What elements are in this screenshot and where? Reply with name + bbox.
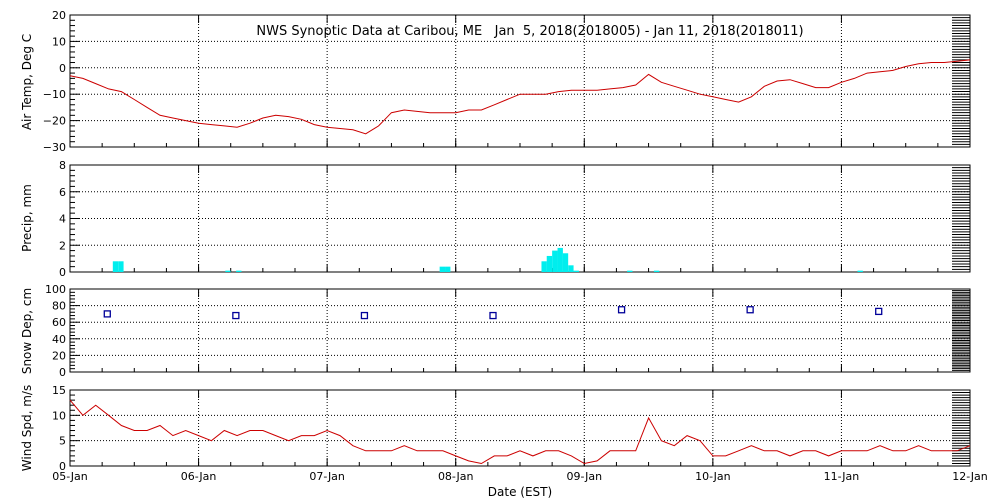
wind-speed-y-tick-label: 15 (52, 384, 66, 397)
snow-depth-y-tick-label: 100 (45, 283, 66, 296)
air-temp-y-tick-label: 10 (52, 35, 66, 48)
precip-y-tick-label: 8 (59, 159, 66, 172)
y-axis-title-snow-depth: Snow Dep, cm (20, 288, 34, 374)
precip-bar (653, 270, 660, 272)
precip-bar (112, 261, 119, 272)
air-temp-y-tick-label: −10 (43, 88, 66, 101)
snow-depth-point (489, 311, 497, 320)
y-axis-title-air-temp: Air Temp, Deg C (20, 34, 34, 130)
snow-depth-point (617, 306, 626, 314)
x-tick-label: 06-Jan (181, 470, 217, 483)
precip-bar (552, 250, 558, 272)
x-axis-title: Date (EST) (488, 485, 552, 499)
precip-bar (627, 270, 633, 272)
x-tick-label: 07-Jan (309, 470, 345, 483)
precip-y-tick-label: 6 (59, 186, 66, 199)
wind-speed-y-tick-label: 5 (59, 435, 66, 448)
precip-bar (439, 266, 446, 272)
chart-title: NWS Synoptic Data at Caribou, ME Jan 5, … (256, 24, 803, 39)
air-temp-y-tick-label: 0 (59, 62, 66, 75)
wind-speed-y-tick-label: 0 (59, 460, 66, 473)
snow-depth-y-tick-label: 40 (52, 333, 66, 346)
air-temp-y-tick-label: −30 (43, 141, 66, 154)
precip-bar (568, 265, 574, 272)
snow-depth-panel: 100 80 60 40 20 0 (45, 283, 971, 379)
snow-depth-y-tick-label: 0 (59, 366, 66, 379)
x-tick-label: 10-Jan (695, 470, 731, 483)
precip-bar (557, 247, 563, 272)
wind-speed-y-tick-label: 10 (52, 409, 66, 422)
y-axis-title-wind-speed: Wind Spd, m/s (20, 385, 34, 471)
snow-depth-point (746, 306, 754, 314)
x-tick-label: 12-Jan (952, 470, 988, 483)
precip-y-tick-label: 2 (59, 239, 66, 252)
precip-y-tick-label: 4 (59, 213, 66, 226)
air-temp-frame (69, 14, 971, 148)
air-temp-series-line (69, 59, 971, 135)
wind-speed-frame (69, 389, 971, 467)
precip-bar (546, 255, 553, 272)
y-axis-title-precip: Precip, mm (20, 184, 34, 252)
precip-panel: 8 6 4 2 0 (59, 159, 971, 279)
snow-depth-point (103, 310, 111, 318)
precip-bar (118, 261, 124, 272)
snow-depth-point (232, 311, 240, 320)
precip-frame (69, 164, 971, 273)
snow-depth-y-tick-label: 60 (52, 316, 66, 329)
precip-bar (445, 266, 451, 272)
air-temp-panel: 20 10 0 −10 −20 −30 (43, 9, 971, 154)
precip-bar (236, 270, 242, 272)
air-temp-y-tick-label: −20 (43, 115, 66, 128)
snow-depth-point (875, 307, 883, 316)
precip-bar (225, 270, 231, 272)
x-tick-label: 11-Jan (824, 470, 860, 483)
x-tick-label: 09-Jan (567, 470, 603, 483)
snow-depth-frame (69, 288, 971, 373)
snow-depth-y-tick-label: 80 (52, 300, 66, 313)
snow-depth-point (360, 311, 369, 320)
snow-depth-y-tick-label: 20 (52, 349, 66, 362)
wind-speed-panel: 15 10 5 005-Jan 06-Jan 07-Jan 08-Jan 09-Jan 10-J… (52, 384, 988, 483)
wind-speed-series-line (69, 399, 971, 465)
precip-bar (562, 253, 569, 272)
precip-y-tick-label: 0 (59, 266, 66, 279)
x-tick-label: 05-Jan (52, 470, 88, 483)
x-tick-label: 08-Jan (438, 470, 474, 483)
precip-bar (573, 270, 579, 272)
precip-bar (541, 261, 547, 272)
precip-bar (857, 270, 863, 272)
air-temp-y-tick-label: 20 (52, 9, 66, 22)
